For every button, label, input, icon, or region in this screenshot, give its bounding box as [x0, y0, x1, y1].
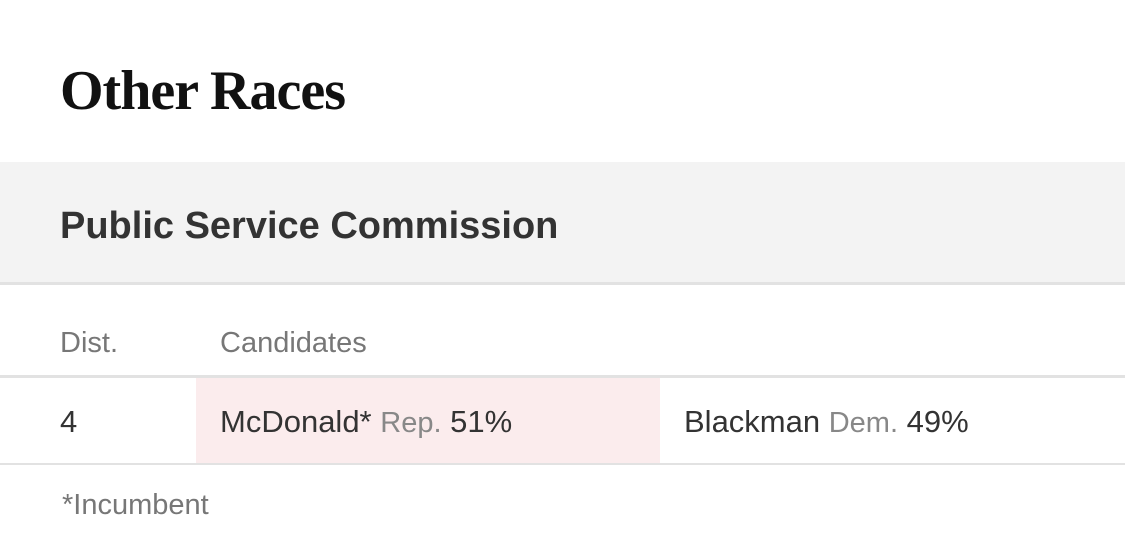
district: 4 [60, 404, 78, 439]
vote-percent: 51% [450, 404, 513, 439]
candidate-name: McDonald* [220, 404, 372, 439]
section-header [0, 162, 1125, 285]
candidate-cell: McDonald* Rep. 51% [196, 378, 660, 463]
party: Dem. [828, 407, 899, 439]
footnote: *Incumbent [62, 489, 209, 521]
candidate-cell: Blackman Dem. 49% [660, 378, 1125, 463]
candidate-name: Blackman [684, 404, 821, 439]
column-header: Dist. [60, 327, 118, 359]
table-row: 4 McDonald* Rep. 51% Blackman Dem. 49% [0, 378, 1125, 465]
divider [0, 375, 1125, 378]
party: Rep. [380, 407, 442, 439]
vote-percent: 49% [906, 404, 969, 439]
column-header: Candidates [220, 327, 367, 359]
page-title: Other Races [60, 60, 346, 122]
section-title: Public Service Commission [60, 205, 559, 247]
